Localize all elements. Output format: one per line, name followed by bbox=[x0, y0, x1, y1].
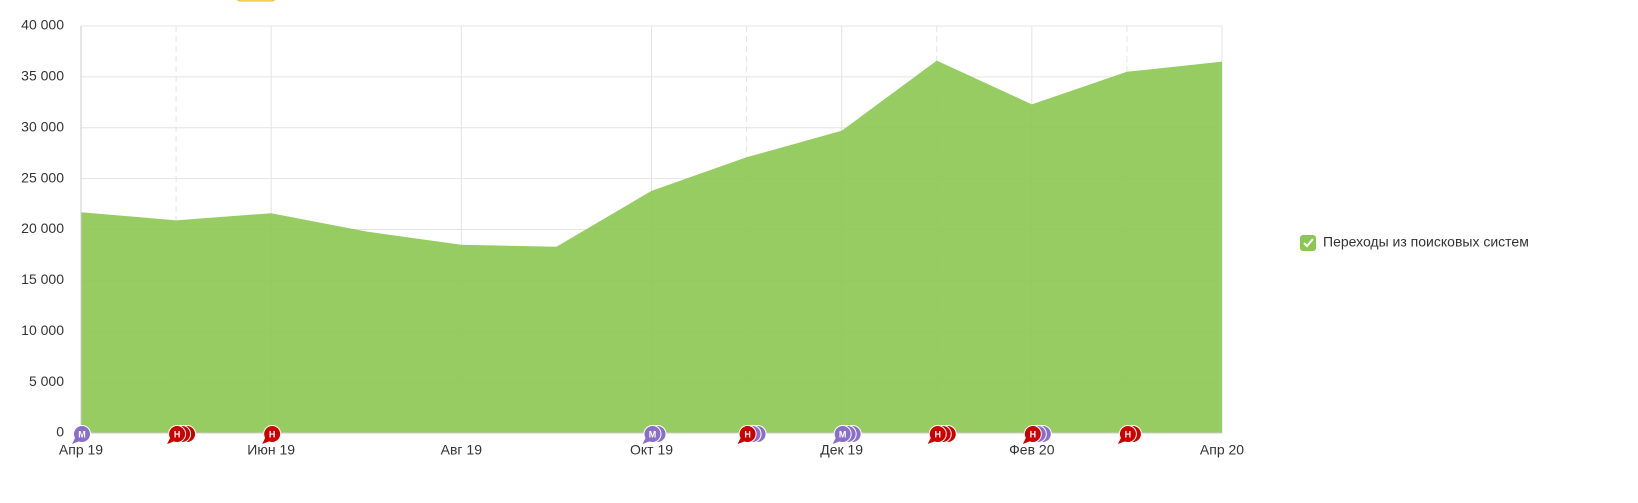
annotation: Н bbox=[167, 425, 197, 444]
legend-checkbox bbox=[1300, 235, 1316, 251]
y-tick-label: 10 000 bbox=[21, 322, 64, 338]
annotation: Н bbox=[262, 425, 282, 444]
legend-label: Переходы из поисковых систем bbox=[1323, 234, 1529, 250]
annotation-label: Н bbox=[935, 429, 942, 439]
x-tick-label: Окт 19 bbox=[630, 442, 673, 458]
x-tick-label: Фев 20 bbox=[1009, 442, 1055, 458]
annotation-label: Н bbox=[1030, 429, 1037, 439]
annotation-label: М bbox=[839, 429, 847, 439]
y-tick-label: 0 bbox=[56, 424, 64, 440]
x-tick-label: Авг 19 bbox=[441, 442, 483, 458]
annotation-tail bbox=[832, 438, 841, 444]
annotation: М bbox=[832, 425, 862, 444]
annotation-tail bbox=[72, 438, 80, 444]
annotation-bubble bbox=[73, 425, 91, 443]
y-tick-label: 15 000 bbox=[21, 271, 64, 287]
annotation: М bbox=[72, 425, 91, 444]
annotation-label: Н bbox=[174, 429, 181, 439]
annotation: М bbox=[642, 425, 667, 444]
annotation-tail bbox=[737, 438, 746, 444]
annotation-label: Н bbox=[744, 429, 751, 439]
x-tick-label: Июн 19 bbox=[247, 442, 295, 458]
annotation-tail bbox=[642, 438, 651, 444]
x-tick-label: Дек 19 bbox=[820, 442, 863, 458]
y-tick-label: 5 000 bbox=[29, 373, 64, 389]
x-tick-label: Апр 20 bbox=[1200, 442, 1244, 458]
annotation-label: М bbox=[649, 429, 657, 439]
x-tick-label: Апр 19 bbox=[59, 442, 103, 458]
y-tick-label: 25 000 bbox=[21, 169, 64, 185]
annotation: Н bbox=[737, 425, 767, 444]
annotation-bubble bbox=[643, 425, 662, 443]
annotation-bubble bbox=[738, 425, 757, 443]
annotation-bubble bbox=[1118, 425, 1137, 443]
annotation-label: М bbox=[78, 429, 86, 439]
annotation-label: Н bbox=[1125, 429, 1132, 439]
annotation-bubble bbox=[168, 425, 187, 443]
annotation-bubble bbox=[833, 425, 852, 443]
annotation: Н bbox=[927, 425, 957, 444]
area bbox=[81, 60, 1222, 433]
annotation-tail bbox=[262, 438, 271, 444]
y-tick-label: 30 000 bbox=[21, 118, 64, 134]
annotation-label: Н bbox=[269, 429, 276, 439]
annotation-bubble bbox=[928, 425, 947, 443]
annotation-tail bbox=[1022, 438, 1031, 444]
annotation: Н bbox=[1117, 425, 1142, 444]
y-tick-label: 35 000 bbox=[21, 68, 64, 84]
y-tick-label: 20 000 bbox=[21, 220, 64, 236]
legend-check bbox=[1303, 238, 1314, 248]
annotation-bubble bbox=[1023, 425, 1042, 443]
y-tick-label: 40 000 bbox=[21, 17, 64, 33]
annotation-tail bbox=[167, 438, 176, 444]
annotation-bubble bbox=[263, 425, 282, 443]
annotation: Н bbox=[1022, 425, 1052, 444]
annotation-tail bbox=[1117, 438, 1126, 444]
badge bbox=[237, 0, 275, 2]
annotation-tail bbox=[927, 438, 936, 444]
